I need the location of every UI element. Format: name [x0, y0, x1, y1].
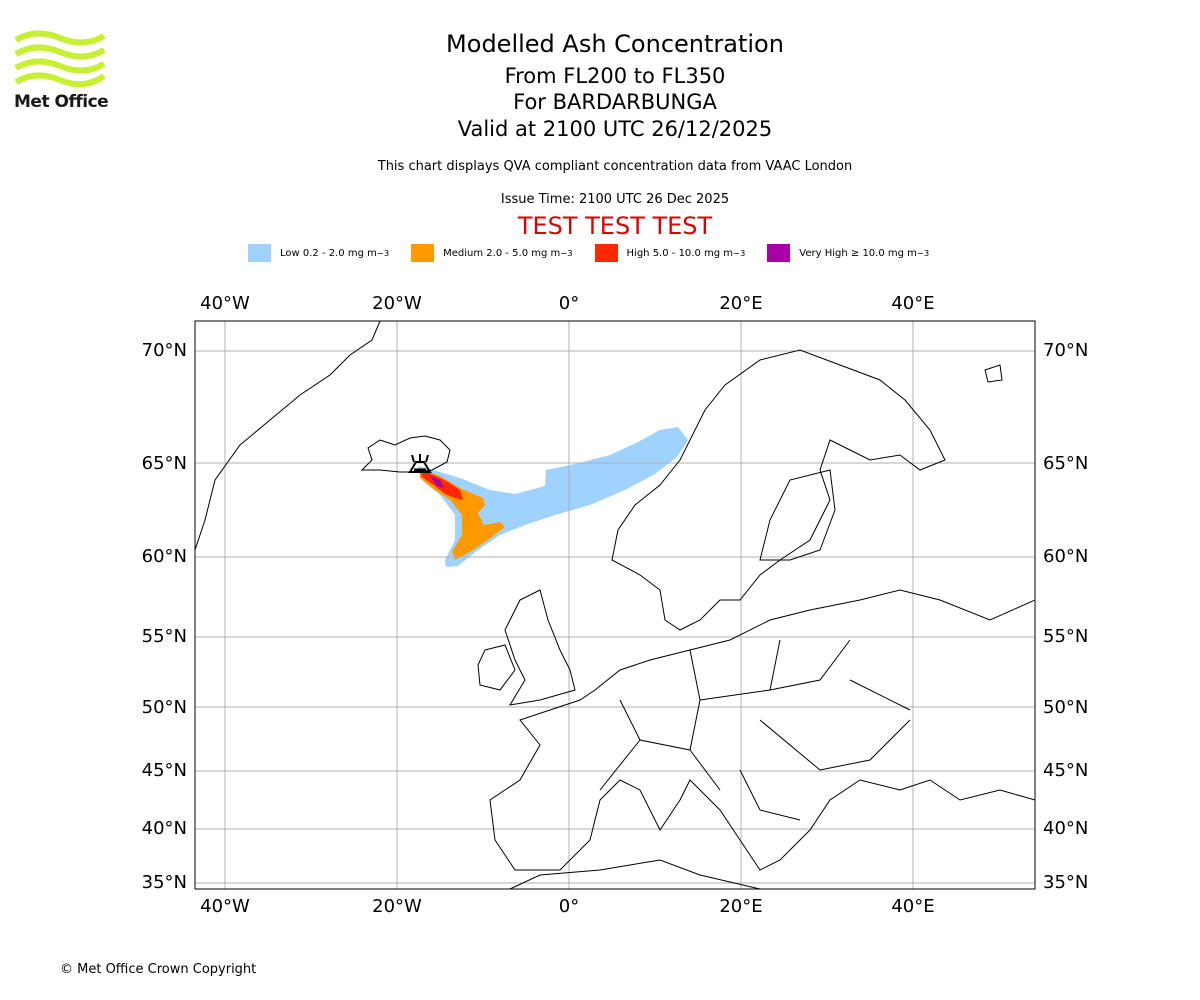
lat-label-left: 35°N: [141, 872, 187, 893]
lon-label-bottom: 20°W: [372, 896, 422, 917]
ireland-coast: [477, 644, 516, 691]
scandinavia-coast: [611, 349, 946, 631]
volcano-icon: [408, 454, 432, 473]
legend-label: Low 0.2 - 2.0 mg m: [280, 247, 377, 259]
lat-label-right: 70°N: [1043, 340, 1089, 361]
description: This chart displays QVA compliant concen…: [377, 159, 853, 174]
lon-label-top: 0°: [558, 293, 580, 314]
lat-label-right: 55°N: [1043, 626, 1089, 647]
finland-coast: [759, 469, 836, 561]
lon-label-bottom: 40°E: [891, 896, 935, 917]
legend-sup: −3: [560, 248, 573, 258]
lon-label-top: 40°W: [200, 293, 250, 314]
lat-label-right: 45°N: [1043, 760, 1089, 781]
lon-label-bottom: 20°E: [719, 896, 763, 917]
graticule: [195, 321, 1035, 889]
legend-item-low: Low 0.2 - 2.0 mg m −3: [248, 244, 389, 262]
lon-label-bottom: 40°W: [200, 896, 250, 917]
greenland-coast: [195, 321, 381, 551]
coastlines: [195, 321, 1035, 889]
lon-label-top: 40°E: [891, 293, 935, 314]
test-banner: TEST TEST TEST: [517, 212, 713, 240]
svalbard-coast: [984, 364, 1003, 383]
met-office-logo: [14, 30, 106, 94]
lon-label-bottom: 0°: [558, 896, 580, 917]
legend-sup: −3: [916, 248, 930, 258]
legend-item-high: High 5.0 - 10.0 mg m −3: [594, 244, 746, 262]
logo-waves-icon: [14, 30, 106, 88]
legend-sup: −3: [733, 248, 746, 258]
legend-swatch: [411, 244, 435, 262]
legend-swatch: [767, 244, 791, 262]
flight-levels: From FL200 to FL350: [504, 64, 726, 88]
country-borders: [599, 639, 911, 821]
valid-time: Valid at 2100 UTC 26/12/2025: [457, 117, 773, 141]
lat-label-left: 40°N: [141, 818, 187, 839]
lat-label-right: 50°N: [1043, 697, 1089, 718]
legend-label: Very High ≥ 10.0 mg m: [799, 247, 917, 259]
lat-label-right: 35°N: [1043, 872, 1089, 893]
logo-text: Met Office: [14, 92, 109, 112]
africa-coast: [509, 859, 761, 889]
lat-label-right: 40°N: [1043, 818, 1089, 839]
lat-label-left: 45°N: [141, 760, 187, 781]
plume-medium: [420, 470, 505, 560]
copyright: © Met Office Crown Copyright: [60, 962, 257, 977]
europe-coast: [489, 589, 1035, 871]
plume-very-high: [430, 476, 444, 488]
iceland-coast: [360, 435, 451, 473]
legend-swatch: [594, 244, 618, 262]
ash-plume: [418, 427, 688, 567]
legend: Low 0.2 - 2.0 mg m −3 Medium 2.0 - 5.0 mg…: [248, 244, 951, 262]
legend-item-medium: Medium 2.0 - 5.0 mg m −3: [411, 244, 573, 262]
legend-label: High 5.0 - 10.0 mg m: [626, 247, 734, 259]
volcano-name: For BARDARBUNGA: [513, 90, 717, 114]
britain-coast: [504, 589, 576, 706]
lat-label-right: 60°N: [1043, 546, 1089, 567]
map-frame: [194, 320, 1036, 890]
lat-label-left: 65°N: [141, 453, 187, 474]
legend-item-very-high: Very High ≥ 10.0 mg m −3: [767, 244, 929, 262]
lon-label-top: 20°E: [719, 293, 763, 314]
lat-label-left: 70°N: [141, 340, 187, 361]
lat-label-left: 60°N: [141, 546, 187, 567]
chart-title: Modelled Ash Concentration: [446, 30, 784, 58]
legend-sup: −3: [376, 248, 390, 258]
lon-label-top: 20°W: [372, 293, 422, 314]
lat-label-left: 55°N: [141, 626, 187, 647]
legend-swatch: [248, 244, 271, 262]
legend-label: Medium 2.0 - 5.0 mg m: [443, 247, 561, 259]
issue-time: Issue Time: 2100 UTC 26 Dec 2025: [500, 192, 730, 207]
lat-label-left: 50°N: [141, 697, 187, 718]
lat-label-right: 65°N: [1043, 453, 1089, 474]
